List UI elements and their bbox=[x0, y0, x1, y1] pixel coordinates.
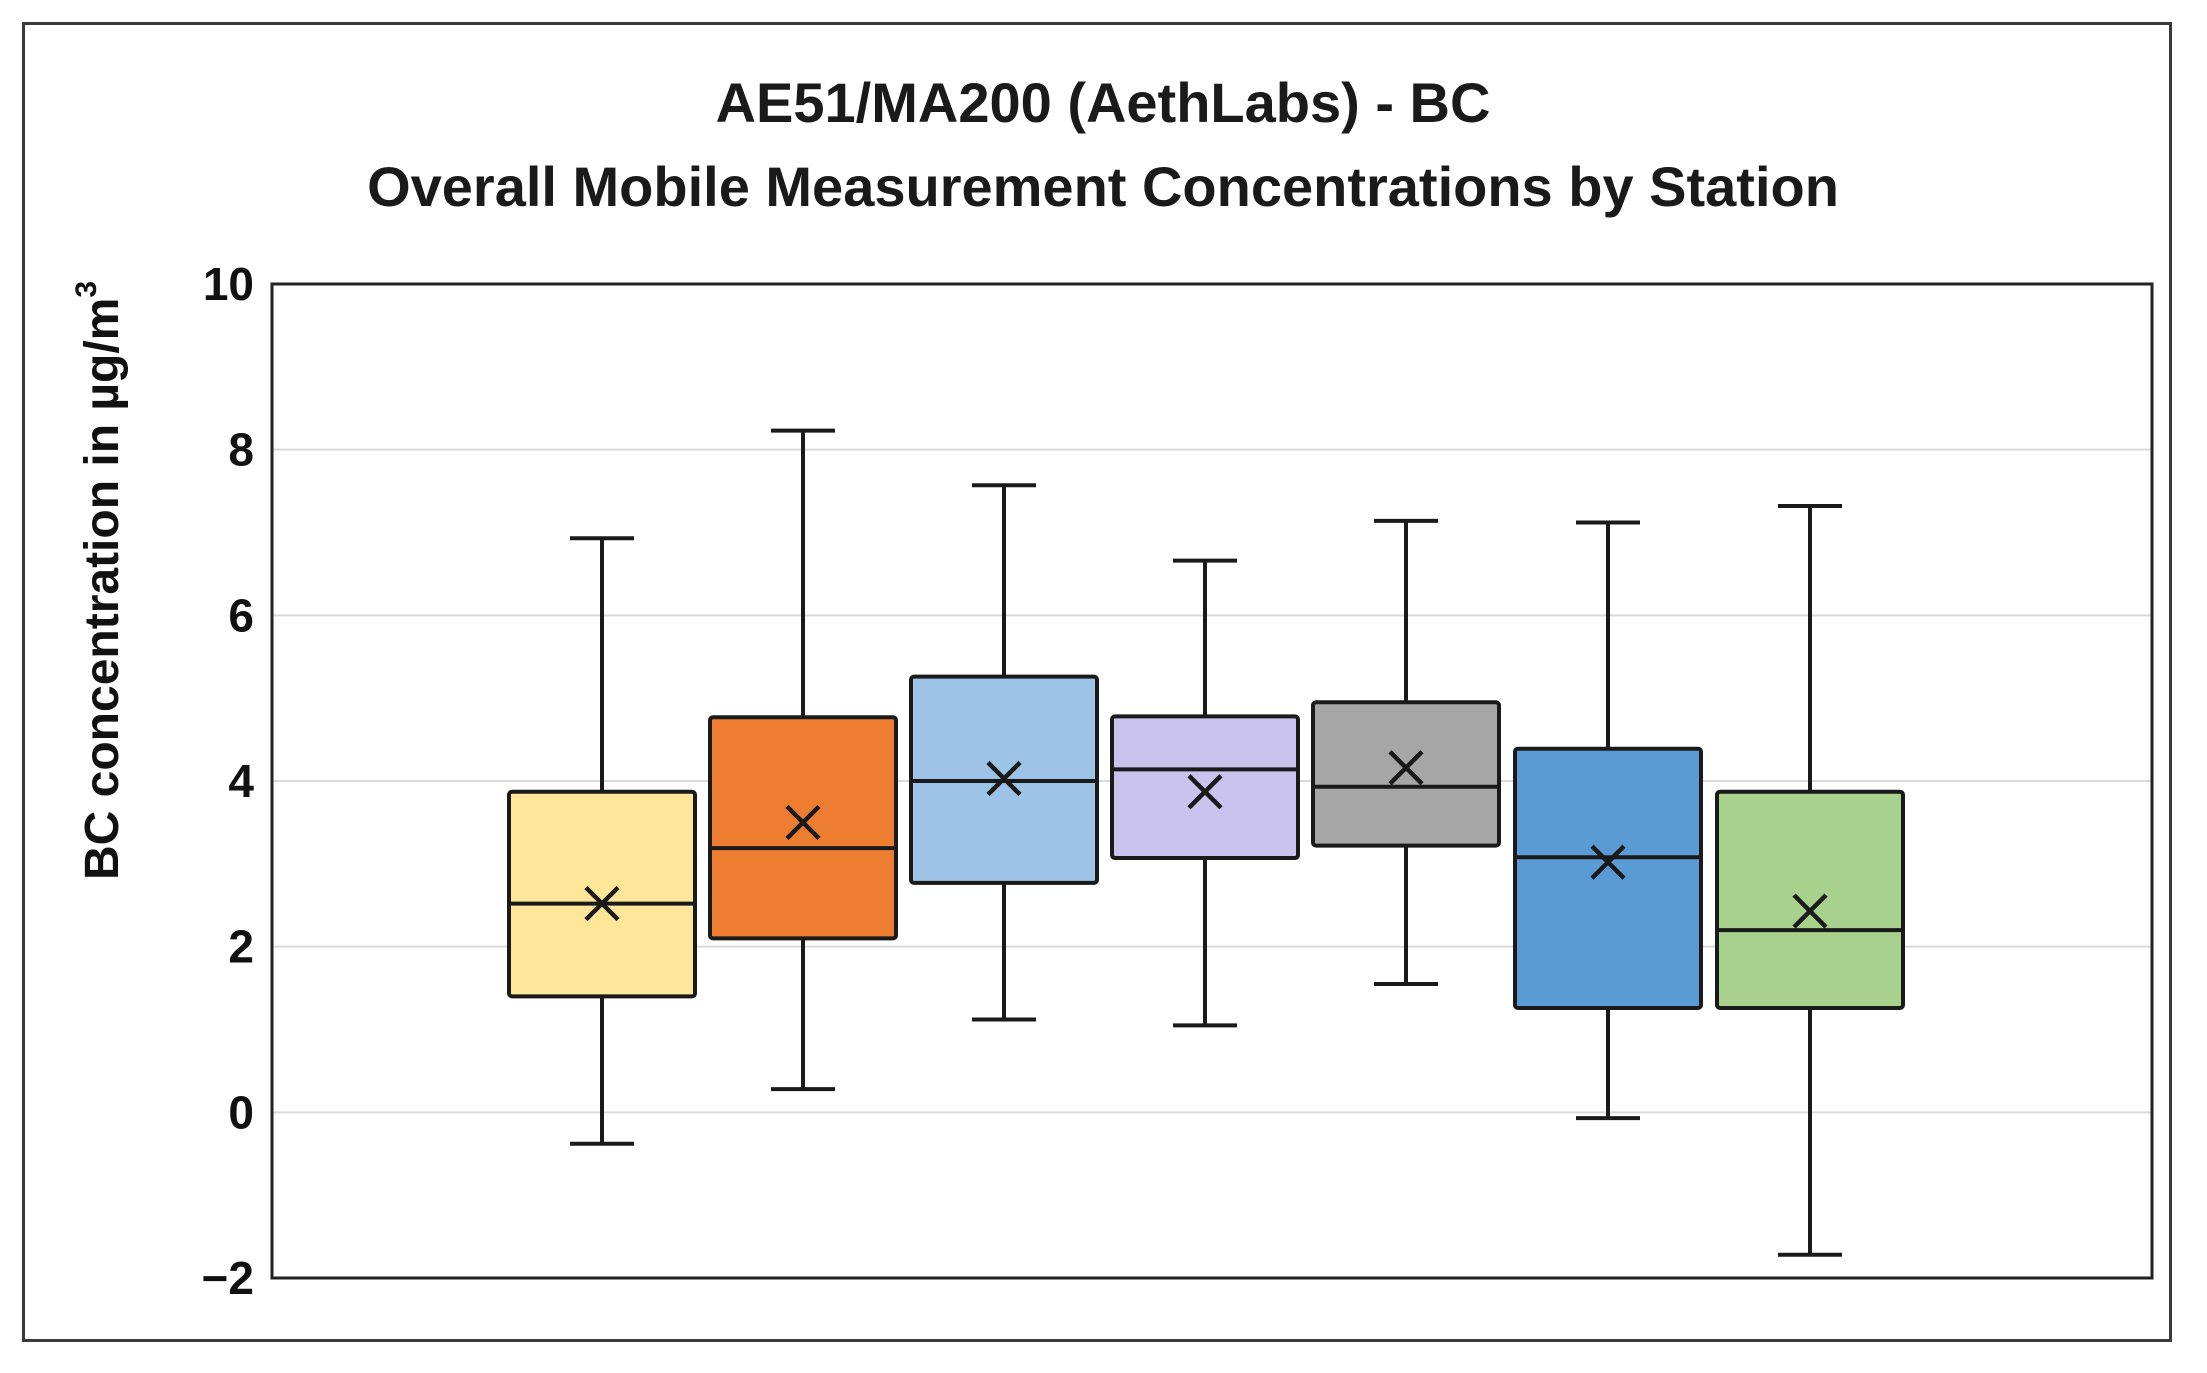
y-tick-label: 4 bbox=[228, 755, 254, 807]
mean-marker bbox=[1590, 844, 1626, 880]
y-tick-labels: −2 0 2 4 6 8 10 bbox=[202, 258, 255, 1304]
mean-marker bbox=[1388, 750, 1424, 786]
mean-marker-stroke bbox=[986, 760, 1022, 797]
box-3 bbox=[909, 483, 1099, 1022]
y-tick-label: 8 bbox=[228, 424, 254, 476]
box-2 bbox=[708, 428, 898, 1092]
mean-marker bbox=[1187, 774, 1223, 810]
plot-area-border bbox=[270, 282, 2154, 1280]
y-tick-label: 0 bbox=[228, 1086, 254, 1138]
mean-marker-stroke bbox=[1187, 774, 1223, 810]
mean-marker bbox=[584, 886, 620, 922]
iqr-box bbox=[1513, 746, 1703, 1010]
box-6 bbox=[1513, 520, 1703, 1121]
iqr-box bbox=[1110, 714, 1300, 861]
iqr-box bbox=[1715, 789, 1905, 1010]
y-tick-label: 6 bbox=[228, 589, 254, 641]
y-axis-label: BC concentration in µg/m3 bbox=[70, 281, 129, 880]
iqr-box bbox=[708, 715, 898, 941]
mean-marker bbox=[1792, 893, 1828, 929]
box-7 bbox=[1715, 503, 1905, 1257]
chart-subtitle: Overall Mobile Measurement Concentration… bbox=[367, 155, 1839, 218]
iqr-box bbox=[507, 789, 697, 999]
mean-marker bbox=[986, 760, 1022, 797]
box-1 bbox=[507, 536, 697, 1146]
y-tick-label: 2 bbox=[228, 921, 254, 973]
box-5 bbox=[1311, 518, 1501, 986]
mean-marker-stroke bbox=[584, 886, 620, 922]
mean-marker-stroke bbox=[785, 804, 821, 841]
box-4 bbox=[1110, 558, 1300, 1028]
mean-marker-stroke bbox=[1590, 844, 1626, 880]
iqr-box bbox=[1311, 700, 1501, 848]
y-axis-label-superscript: 3 bbox=[70, 281, 103, 298]
mean-marker-stroke bbox=[1388, 750, 1424, 786]
y-tick-label: −2 bbox=[202, 1252, 254, 1304]
box-series bbox=[507, 428, 1905, 1257]
y-axis-label-main: BC concentration in µg/m bbox=[76, 298, 129, 880]
mean-marker bbox=[785, 804, 821, 841]
chart-title: AE51/MA200 (AethLabs) - BC bbox=[716, 71, 1491, 134]
y-tick-label: 10 bbox=[203, 258, 254, 310]
mean-marker-stroke bbox=[1792, 893, 1828, 929]
